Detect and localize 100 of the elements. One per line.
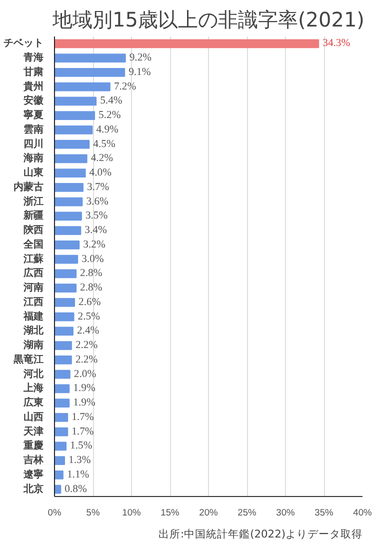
bar [54, 284, 77, 293]
data-label: 1.9% [73, 398, 96, 409]
data-label: 3.7% [86, 182, 110, 193]
y-tick-label: 湖南 [22, 339, 44, 352]
bar [54, 312, 74, 322]
data-label: 2.0% [74, 368, 96, 380]
bar [54, 427, 68, 436]
y-tick-label: 福建 [22, 310, 44, 322]
bar [54, 39, 320, 48]
y-tick-label: 湖北 [22, 324, 44, 337]
bar [54, 326, 74, 336]
y-tick-label: 遼寧 [22, 468, 44, 480]
data-label: 4.5% [93, 138, 116, 150]
y-tick-label: 四川 [24, 138, 44, 150]
bar [54, 456, 66, 466]
data-label: 5.2% [98, 110, 121, 122]
data-label: 9.1% [128, 66, 151, 78]
bar [54, 398, 70, 408]
data-label: 4.0% [89, 168, 112, 179]
y-tick-label: 天津 [22, 425, 44, 438]
data-label: 1.1% [66, 469, 90, 480]
y-tick-label: 広西 [22, 267, 44, 280]
bar [54, 484, 62, 494]
y-tick-label: 陝西 [24, 224, 44, 236]
y-tick-label: 山東 [24, 166, 44, 179]
bar [54, 68, 126, 77]
y-tick-label: 北京 [22, 482, 44, 495]
y-tick-label: 安徽 [24, 94, 44, 107]
data-label: 2.8% [80, 268, 102, 280]
chart-title: 地域別15歳以上の非識字率(2021) [52, 8, 364, 32]
data-label: 3.2% [83, 239, 106, 250]
y-tick-label: 甘粛 [22, 66, 44, 78]
data-label: 4.2% [90, 153, 114, 164]
y-tick-label: 全国 [22, 238, 44, 250]
bar [54, 212, 82, 221]
bar [54, 412, 68, 422]
x-tick-label: 30% [276, 508, 295, 518]
data-label: 1.5% [70, 440, 92, 452]
data-label: 3.5% [85, 210, 108, 222]
data-label: 34.3% [322, 38, 350, 50]
bar [54, 125, 93, 134]
y-tick-label: 貴州 [22, 80, 44, 92]
data-label: 2.5% [78, 311, 100, 322]
x-tick-label: 40% [353, 508, 372, 518]
y-tick-label: 内蒙古 [14, 180, 44, 193]
y-tick-label: 河北 [22, 368, 44, 380]
bar [54, 370, 70, 379]
y-tick-label: 雲南 [24, 123, 44, 136]
data-label: 1.7% [72, 426, 94, 438]
y-tick-label: 重慶 [22, 440, 44, 452]
x-tick-label: 0% [48, 508, 62, 518]
y-tick-label: 広東 [22, 396, 44, 409]
bar [54, 384, 70, 394]
bar [54, 182, 84, 192]
data-label: 1.3% [68, 455, 91, 466]
text: 出所:中国統計年鑑(2022)よりデータ取得 [158, 528, 363, 540]
y-tick-label: 新疆 [22, 210, 44, 222]
y-tick-label: 寧夏 [22, 109, 44, 122]
bar [54, 111, 96, 120]
data-label: 7.2% [114, 81, 136, 92]
y-tick-label: 山西 [24, 410, 44, 423]
bar [54, 341, 72, 350]
bar [54, 442, 67, 451]
bar [54, 197, 83, 206]
y-tick-label: 海南 [22, 152, 44, 164]
data-label: 2.2% [75, 354, 98, 366]
y-tick-label: 江西 [22, 296, 44, 308]
bar [54, 269, 77, 278]
bar [54, 168, 86, 178]
bar [54, 298, 76, 307]
data-label: 2.8% [80, 282, 102, 294]
data-label: 3.4% [84, 225, 107, 236]
bar [54, 54, 126, 63]
bar [54, 240, 80, 250]
data-label: 1.7% [72, 412, 94, 423]
data-label: 0.8% [64, 484, 87, 495]
data-label: 2.2% [75, 340, 98, 352]
x-tick-label: 10% [122, 508, 141, 518]
y-tick-label: 河南 [22, 282, 44, 294]
bar [54, 82, 110, 92]
y-tick-label: 江蘇 [22, 252, 44, 265]
y-tick-label: 黒竜江 [12, 353, 44, 366]
data-label: 3.0% [82, 254, 104, 265]
data-label: 5.4% [100, 96, 122, 107]
data-label: 1.9% [73, 383, 96, 394]
x-tick-label: 35% [314, 508, 334, 518]
x-tick-label: 25% [238, 508, 256, 518]
y-tick-label: チベット [4, 38, 44, 50]
bar [54, 140, 90, 149]
y-tick-label: 浙江 [22, 195, 44, 208]
x-tick-label: 5% [86, 508, 100, 518]
bar [54, 470, 64, 480]
bar [54, 96, 97, 106]
y-tick-label: 吉林 [22, 454, 44, 466]
bar [54, 154, 88, 164]
bar [54, 254, 78, 264]
data-label: 2.4% [76, 326, 100, 337]
data-label: 3.6% [86, 196, 109, 208]
x-tick-label: 20% [199, 508, 218, 518]
data-label: 2.6% [78, 296, 101, 308]
